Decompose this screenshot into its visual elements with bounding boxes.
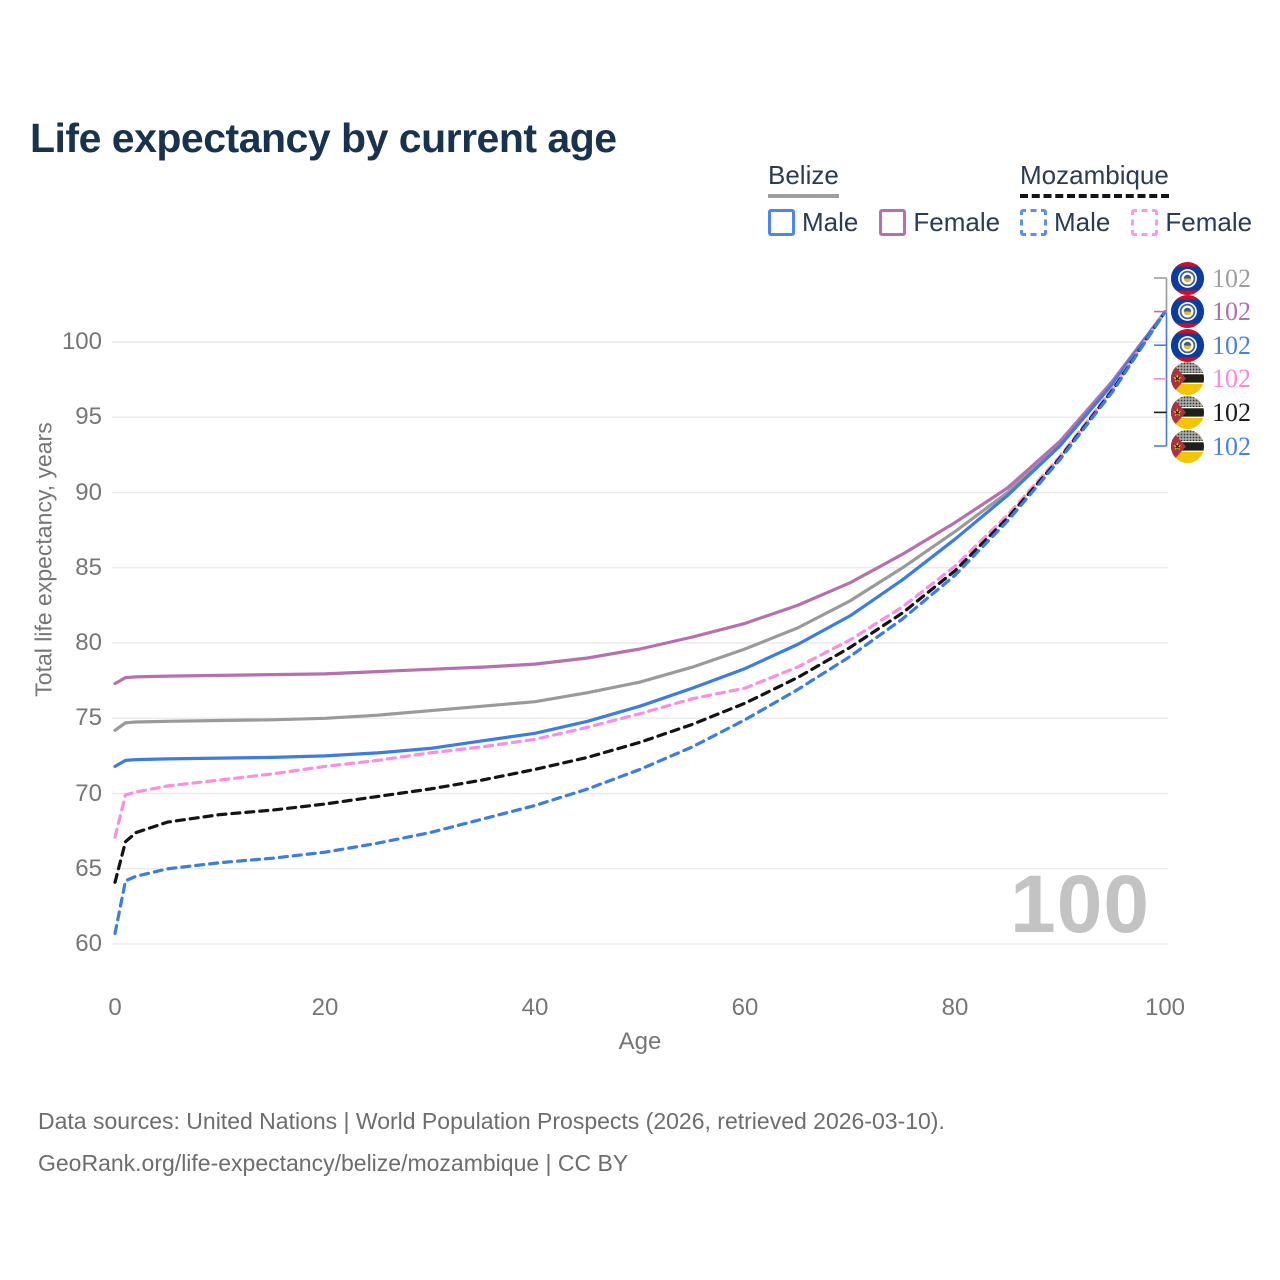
end-label-mozambique-female: 102 (1171, 362, 1251, 396)
end-value-label: 102 (1212, 263, 1251, 293)
y-tick-label-65: 65 (75, 854, 102, 882)
legend-label-mozambique-male: Male (1054, 207, 1111, 237)
y-tick-label-60: 60 (75, 930, 102, 957)
footer-data-sources: Data sources: United Nations | World Pop… (38, 1108, 945, 1134)
end-value-label: 102 (1212, 397, 1251, 427)
legend-items-mozambique: Male Female (1020, 207, 1273, 238)
y-tick-label-90: 90 (75, 478, 102, 506)
end-value-label: 102 (1212, 364, 1251, 394)
mozambique-flag-icon (1171, 395, 1204, 429)
x-tick-label-20: 20 (311, 994, 339, 1021)
checkbox-mozambique-male[interactable] (1020, 209, 1047, 236)
series-line-mozambique-female (113, 310, 1167, 839)
x-tick-label-80: 80 (941, 994, 969, 1021)
legend-label-belize-female: Female (913, 207, 1001, 237)
legend-label-mozambique-female: Female (1165, 207, 1253, 237)
legend-country-mozambique: Mozambique (1020, 160, 1169, 198)
series-line-mozambique-male (113, 310, 1167, 936)
y-tick-label-75: 75 (75, 704, 102, 732)
series-line-belize-male (113, 310, 1167, 768)
end-label-mozambique-both-sexes-: 102 (1171, 395, 1251, 429)
end-value-label: 102 (1212, 330, 1251, 360)
checkbox-belize-male[interactable] (768, 209, 795, 236)
checkbox-belize-female[interactable] (879, 209, 907, 236)
belize-flag-icon (1171, 295, 1204, 329)
y-tick-label-95: 95 (75, 403, 102, 431)
belize-flag-icon (1171, 261, 1204, 295)
x-tick-label-100: 100 (1144, 994, 1186, 1021)
series-line-belize-female (113, 310, 1167, 686)
footer-attribution: GeoRank.org/life-expectancy/belize/mozam… (38, 1150, 629, 1176)
y-tick-label-100: 100 (61, 328, 102, 355)
checkbox-mozambique-female[interactable] (1131, 209, 1159, 236)
x-tick-label-40: 40 (521, 994, 549, 1021)
x-tick-label-60: 60 (731, 994, 759, 1021)
age-counter-watermark: 100 (1010, 859, 1150, 950)
x-axis-title: Age (618, 1028, 662, 1055)
end-value-label: 102 (1212, 297, 1251, 327)
y-tick-label-85: 85 (75, 553, 102, 581)
y-tick-label-80: 80 (75, 629, 102, 656)
series-line-mozambique-both-sexes- (113, 310, 1167, 884)
page-title: Life expectancy by current age (30, 115, 617, 162)
end-label-belize-male: 102 (1171, 328, 1251, 362)
series-line-belize-both-sexes- (113, 310, 1167, 732)
end-label-mozambique-male: 102 (1171, 429, 1251, 463)
end-label-belize-female: 102 (1171, 295, 1251, 329)
belize-flag-icon (1171, 328, 1204, 362)
mozambique-flag-icon (1171, 429, 1204, 463)
legend-country-belize: Belize (768, 160, 839, 198)
y-tick-label-70: 70 (75, 779, 102, 807)
legend-label-belize-male: Male (802, 207, 859, 237)
legend-items-belize: Male Female (768, 207, 1021, 238)
legend-group-mozambique: Mozambique Male Female (1020, 160, 1273, 238)
end-label-belize-both-sexes-: 102 (1171, 261, 1251, 295)
legend-group-belize: Belize Male Female (768, 160, 1021, 238)
mozambique-flag-icon (1171, 362, 1204, 396)
x-tick-label-0: 0 (108, 994, 122, 1021)
end-value-label: 102 (1212, 431, 1251, 461)
